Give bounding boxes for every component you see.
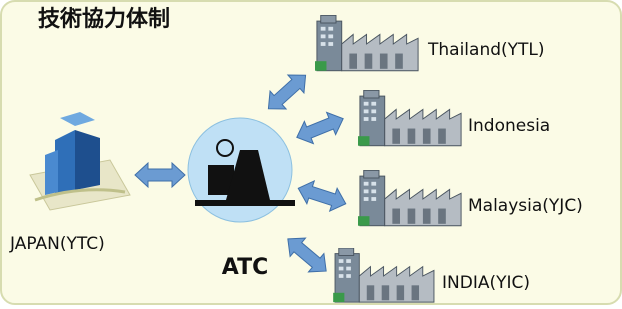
- title: 技術協力体制: [38, 6, 170, 32]
- diagram: 技術協力体制 JAPAN(YTC) ATC Thailand(YTL) Indo…: [0, 0, 622, 305]
- node-label: Thailand(YTL): [427, 40, 545, 60]
- node-label: JAPAN(YTC): [9, 234, 105, 254]
- node-label: INDIA(YIC): [442, 273, 530, 293]
- node-label: Indonesia: [468, 116, 550, 136]
- node-label: ATC: [222, 255, 268, 280]
- node-label: Malaysia(YJC): [468, 196, 583, 216]
